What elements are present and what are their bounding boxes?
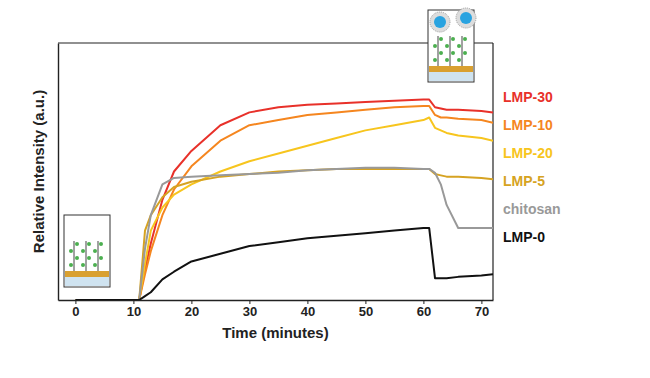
inset-branch	[439, 37, 443, 41]
y-axis-line	[58, 44, 59, 301]
inset-box	[428, 10, 474, 82]
inset-branch	[433, 58, 437, 62]
x-tick-label: 20	[185, 304, 199, 319]
x-tick: 50	[359, 300, 373, 319]
x-tick: 0	[72, 300, 79, 319]
inset-substrate	[65, 271, 109, 277]
series-line	[75, 228, 493, 300]
inset-branch	[69, 249, 73, 253]
y-axis-title: Relative Intensity (a.u.)	[30, 90, 47, 253]
plot-area	[75, 100, 493, 300]
inset-branch	[81, 249, 85, 253]
series-line	[75, 106, 493, 300]
inset-branch	[87, 256, 91, 260]
inset-branch	[463, 51, 467, 55]
inset-branch	[457, 44, 461, 48]
inset-chain	[450, 36, 451, 66]
legend-entry: LMP-30	[503, 89, 553, 105]
x-tick-label: 50	[359, 304, 373, 319]
x-tick-label: 60	[417, 304, 431, 319]
inset-illustration	[64, 215, 110, 287]
inset-branch	[87, 242, 91, 246]
legend-entry: LMP-5	[503, 173, 545, 189]
inset-branch	[463, 37, 467, 41]
x-tick-label: 30	[243, 304, 257, 319]
inset-chain	[462, 36, 463, 66]
x-tick-label: 40	[301, 304, 315, 319]
y-axis	[58, 44, 59, 301]
inset-branch	[75, 242, 79, 246]
inset-branch	[93, 249, 97, 253]
inset-branch	[99, 242, 103, 246]
series-line	[75, 168, 493, 300]
series-line	[75, 118, 493, 300]
inset-branch	[457, 58, 461, 62]
inset-branch	[445, 44, 449, 48]
x-tick: 70	[475, 300, 489, 319]
legend-entry: LMP-20	[503, 145, 553, 161]
inset-base	[429, 72, 473, 81]
inset-chain	[74, 241, 75, 271]
legend-entry: chitosan	[503, 201, 561, 217]
inset-box	[64, 215, 110, 287]
inset-branch	[445, 58, 449, 62]
inset-branch	[439, 51, 443, 55]
x-tick-label: 10	[127, 304, 141, 319]
inset-base	[65, 277, 109, 286]
inset-branch	[81, 263, 85, 267]
inset-branch	[451, 51, 455, 55]
inset-chain	[86, 241, 87, 271]
x-tick: 20	[185, 300, 199, 319]
inset-particle	[434, 16, 446, 28]
inset-branch	[75, 256, 79, 260]
inset-chain	[98, 241, 99, 271]
inset-substrate	[429, 66, 473, 72]
series-line	[75, 169, 493, 300]
inset-branch	[69, 263, 73, 267]
x-tick: 40	[301, 300, 315, 319]
inset-branch	[433, 44, 437, 48]
inset-branch	[93, 263, 97, 267]
inset-particle-shell	[456, 8, 476, 28]
inset-particle-shell	[430, 12, 450, 32]
frame-right	[492, 43, 493, 300]
x-tick-label: 0	[72, 304, 79, 319]
inset-chain	[438, 36, 439, 66]
x-tick: 60	[417, 300, 431, 319]
inset-branch	[451, 37, 455, 41]
chart: 0 10 20 30 40 50 60 70 Time (minutes) Relative In…	[0, 0, 650, 378]
x-axis: 0 10 20 30 40 50 60 70	[59, 300, 494, 319]
inset-illustration	[428, 8, 476, 82]
series-line	[75, 100, 493, 300]
x-tick-label: 70	[475, 304, 489, 319]
x-axis-line	[59, 300, 494, 301]
legend: LMP-30 LMP-10 LMP-20 LMP-5 chitosan LMP-0	[503, 89, 561, 245]
legend-entry: LMP-10	[503, 117, 553, 133]
x-axis-title: Time (minutes)	[222, 324, 328, 341]
legend-entry: LMP-0	[503, 229, 545, 245]
inset-branch	[99, 256, 103, 260]
inset-particle	[460, 12, 472, 24]
x-tick: 30	[243, 300, 257, 319]
x-tick: 10	[127, 300, 141, 319]
